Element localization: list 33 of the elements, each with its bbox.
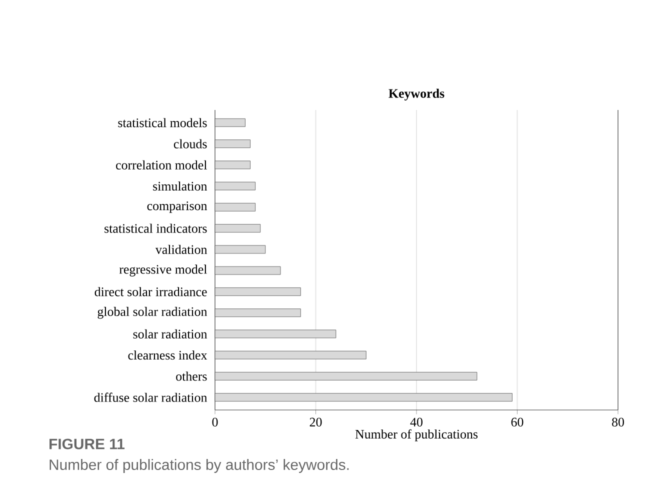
y-tick-label: solar radiation	[133, 329, 208, 338]
y-tick-label: statistical models	[118, 118, 207, 128]
bar	[214, 224, 261, 232]
bar	[214, 266, 281, 275]
x-tick-label: 20	[310, 418, 322, 426]
x-axis-title: Number of publications	[355, 429, 478, 442]
x-tick-label: 80	[612, 418, 624, 426]
y-tick-label: simulation	[153, 181, 208, 191]
x-tick-label: 40	[410, 418, 422, 426]
bar	[214, 118, 246, 127]
bar	[214, 308, 301, 318]
y-tick-label: global solar radiation	[98, 306, 208, 319]
y-tick-label: statistical indicators	[104, 224, 207, 233]
x-tick-label: 0	[212, 418, 218, 426]
y-tick-label: clearness index	[128, 350, 208, 360]
y-tick-label: others	[176, 372, 207, 381]
bar	[214, 245, 266, 254]
bar	[214, 140, 250, 148]
bar	[214, 287, 301, 296]
y-tick-label: direct solar irradiance	[94, 287, 207, 296]
x-tick-label: 60	[511, 418, 524, 426]
bar	[214, 202, 256, 212]
text: Number of publications by authors’ keywords.	[50, 459, 349, 473]
chart-title: Keywords	[388, 88, 444, 100]
bar	[214, 160, 250, 170]
bar	[214, 182, 256, 190]
caption: FIGURE 11	[50, 438, 125, 450]
y-tick-label: diffuse solar radiation	[94, 392, 208, 402]
y-tick-label: validation	[155, 244, 208, 254]
y-tick-label: correlation model	[116, 160, 207, 170]
y-tick-label: comparison	[147, 202, 208, 213]
y-tick-label: clouds	[174, 139, 207, 148]
y-tick-label: regressive model	[119, 264, 207, 276]
